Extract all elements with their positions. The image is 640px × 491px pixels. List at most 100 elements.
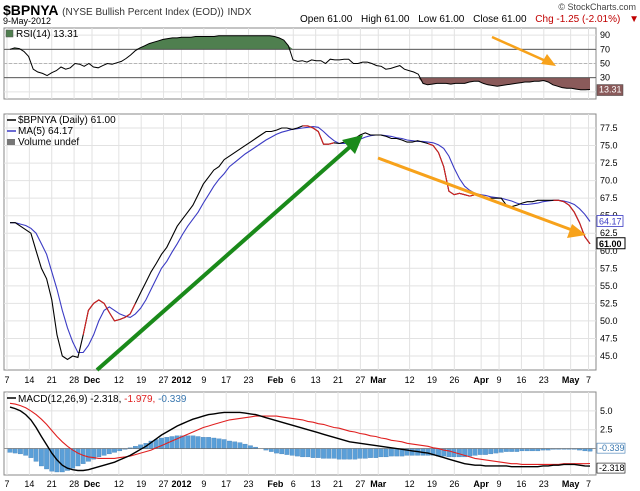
- ma-legend: MA(5) 64.17: [18, 126, 73, 137]
- macd-hist-bar: [59, 448, 65, 473]
- macd-hist-bar: [352, 448, 358, 460]
- price-xtick-19: 19: [427, 375, 437, 385]
- price-xtick-0: 7: [4, 375, 9, 385]
- macd-hist-bar: [33, 448, 39, 462]
- macd-hist-bar: [519, 448, 525, 452]
- macd-hist-bar: [18, 448, 23, 455]
- rsi-last-box: [596, 84, 624, 96]
- macd-hist-bar: [190, 435, 196, 449]
- price-ytick-2: 72.5: [600, 158, 618, 168]
- macd-hist-bar: [237, 442, 243, 449]
- price-xtick-10: 17: [221, 375, 231, 385]
- macd-xtick-20: 26: [449, 479, 459, 489]
- price-ytick-12: 47.5: [600, 333, 618, 343]
- macd-hist-bar: [457, 448, 462, 458]
- macd-xtick-2: 21: [47, 479, 57, 489]
- price-xtick-9: 9: [201, 375, 206, 385]
- down-arrow-icon: ▼: [629, 14, 640, 25]
- rsi-ytick-3: 30: [600, 73, 610, 83]
- macd-xtick-22: 9: [497, 479, 502, 489]
- macd-hist-bar: [488, 448, 494, 455]
- macd-hist-bar: [39, 448, 44, 467]
- macd-xtick-21: Apr: [473, 479, 489, 489]
- change-value: Chg -1.25 (-2.01%) ▼: [535, 14, 640, 25]
- index-name: (NYSE Bullish Percent Index (EOD)): [62, 7, 224, 18]
- macd-hist-last-box: [596, 442, 626, 454]
- macd-legend-hist: -0.339: [158, 394, 187, 405]
- price-ytick-13: 45.0: [600, 351, 618, 361]
- rsi-orange-arrow-head: [541, 54, 556, 66]
- chart-title: $BPNYA (NYSE Bullish Percent Index (EOD)…: [3, 2, 251, 18]
- macd-last-label: -2.318: [599, 463, 625, 473]
- macd-hist-bar: [310, 448, 316, 458]
- macd-hist-bar: [23, 448, 29, 456]
- macd-xtick-5: 12: [114, 479, 124, 489]
- macd-hist-bar: [315, 448, 321, 458]
- price-xtick-12: Feb: [267, 375, 284, 385]
- macd-hist-bar: [7, 448, 13, 453]
- rsi-ytick-2: 50: [600, 59, 610, 69]
- price-ytick-7: 60.0: [600, 246, 618, 256]
- macd-hist-bar: [86, 448, 91, 462]
- chart-header: $BPNYA (NYSE Bullish Percent Index (EOD)…: [0, 0, 640, 26]
- change-text: Chg -1.25 (-2.01%): [535, 14, 621, 25]
- price-ytick-4: 67.5: [600, 193, 618, 203]
- price-xtick-16: 27: [355, 375, 365, 385]
- price-xtick-13: 6: [291, 375, 296, 385]
- macd-xtick-15: 21: [333, 479, 343, 489]
- price-ytick-10: 52.5: [600, 298, 618, 308]
- macd-xtick-1: 14: [24, 479, 34, 489]
- macd-xtick-10: 17: [221, 479, 231, 489]
- price-last-box: [596, 237, 626, 250]
- open-value: Open 61.00: [300, 14, 353, 25]
- macd-hist-bar: [509, 448, 514, 452]
- price-xtick-1: 14: [24, 375, 34, 385]
- macd-hist-bar: [362, 448, 368, 459]
- macd-xtick-19: 19: [427, 479, 437, 489]
- macd-hist-bar: [409, 448, 415, 456]
- macd-hist-bar: [446, 448, 452, 458]
- macd-xtick-3: 28: [69, 479, 79, 489]
- macd-hist-bar: [221, 439, 227, 449]
- macd-hist-bar: [472, 448, 478, 456]
- price-xtick-20: 26: [449, 375, 459, 385]
- macd-hist-bar: [216, 438, 222, 449]
- macd-legend-prefix: MACD(12,26,9): [18, 394, 90, 405]
- macd-xtick-9: 9: [201, 479, 206, 489]
- rsi-legend-swatch: [5, 29, 14, 38]
- macd-xtick-7: 27: [159, 479, 169, 489]
- macd-hist-bar: [101, 448, 107, 456]
- macd-hist-bar: [378, 448, 384, 458]
- macd-hist-bar: [12, 448, 18, 454]
- macd-hist-bar: [44, 448, 49, 470]
- macd-ytick-1: 2.5: [600, 425, 613, 435]
- macd-hist-bar: [295, 448, 300, 457]
- price-xtick-17: Mar: [370, 375, 387, 385]
- price-xtick-21: Apr: [473, 375, 489, 385]
- macd-xtick-24: 23: [539, 479, 549, 489]
- macd-hist-bar: [274, 448, 279, 454]
- macd-xtick-8: 2012: [171, 479, 191, 489]
- price-xtick-4: Dec: [84, 375, 101, 385]
- macd-hist-bar: [300, 448, 305, 458]
- macd-hist-bar: [133, 446, 138, 449]
- macd-hist-bar: [112, 448, 117, 453]
- macd-hist-bar: [185, 435, 191, 449]
- macd-xtick-11: 23: [244, 479, 254, 489]
- macd-hist-bar: [383, 448, 389, 458]
- rsi-oversold-fill: [10, 77, 590, 90]
- macd-xtick-26: 7: [586, 479, 591, 489]
- price-ytick-6: 62.5: [600, 228, 618, 238]
- macd-hist-bar: [242, 443, 248, 449]
- macd-hist-bar: [514, 448, 520, 452]
- macd-hist-bar: [331, 448, 337, 459]
- price-xtick-7: 27: [159, 375, 169, 385]
- macd-hist-bar: [96, 448, 102, 458]
- macd-hist-bar: [368, 448, 373, 458]
- macd-hist-bar: [394, 448, 400, 457]
- macd-hist-bar: [504, 448, 509, 452]
- green-arrow-shaft: [95, 143, 354, 372]
- signal-line: [9, 402, 591, 465]
- price-down-segment-1: [302, 125, 335, 145]
- macd-hist-bar: [467, 448, 473, 457]
